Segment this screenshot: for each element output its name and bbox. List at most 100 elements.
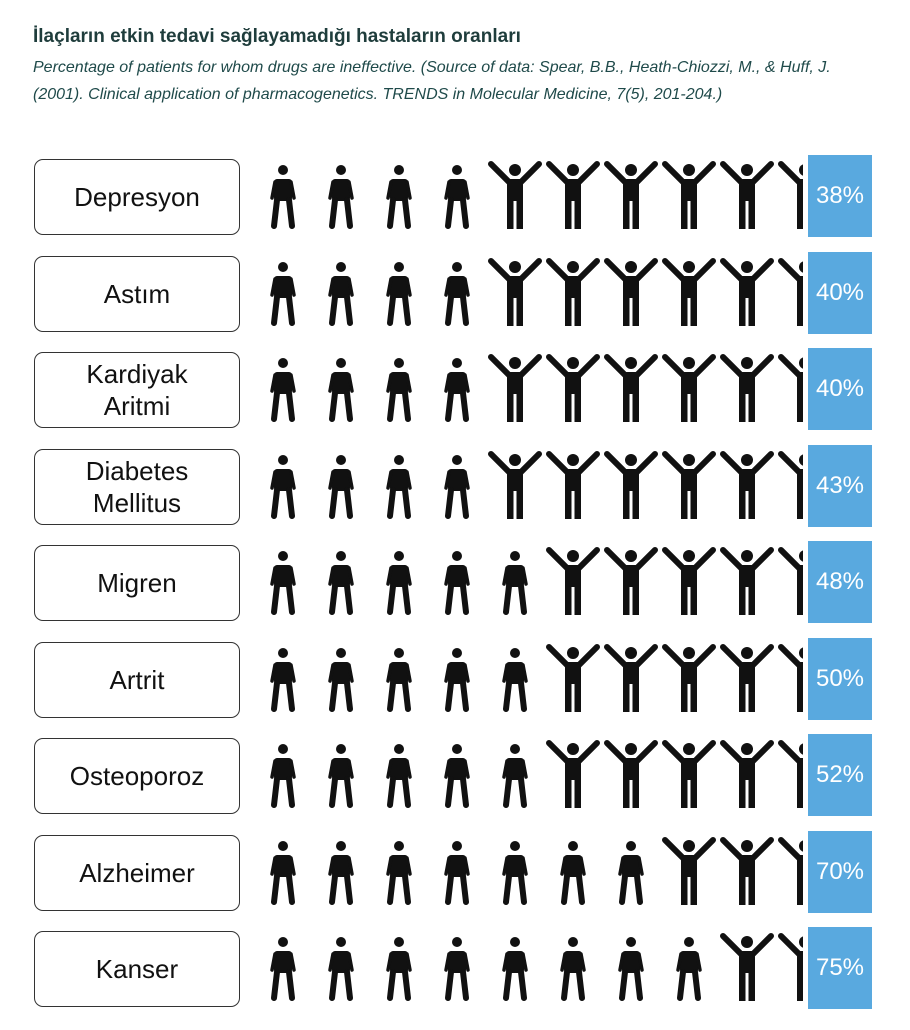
person-standing-icon: [328, 551, 354, 615]
person-standing-icon: [386, 647, 412, 712]
person-standing-icon: [270, 551, 296, 615]
icon-row: [270, 643, 803, 712]
person-standing-icon: [444, 840, 470, 905]
person-arms-raised-icon: [604, 161, 658, 229]
person-arms-raised-icon: [720, 836, 774, 905]
person-arms-raised-icon: [546, 547, 600, 615]
category-label: Depresyon: [34, 159, 240, 235]
person-arms-raised-icon: [662, 354, 716, 422]
person-standing-icon: [444, 261, 470, 326]
person-arms-raised-icon: [720, 354, 774, 422]
person-arms-raised-icon: [546, 354, 600, 422]
percent-badge: 52%: [808, 734, 872, 816]
person-standing-icon: [444, 551, 470, 615]
person-standing-icon: [270, 454, 296, 519]
person-standing-icon: [502, 647, 528, 712]
person-standing-icon: [502, 744, 528, 808]
person-standing-icon: [444, 744, 470, 808]
person-standing-icon: [328, 454, 354, 519]
person-arms-raised-icon: [662, 836, 716, 905]
person-standing-icon: [502, 551, 528, 615]
person-standing-icon: [560, 840, 586, 905]
person-arms-raised-icon: [720, 161, 774, 229]
person-standing-icon: [386, 551, 412, 615]
person-arms-raised-icon: [546, 643, 600, 712]
person-standing-icon: [328, 744, 354, 808]
icon-row: [270, 547, 803, 615]
percent-badge: 48%: [808, 541, 872, 623]
category-label: Diabetes Mellitus: [34, 448, 240, 525]
person-arms-raised-icon: [488, 257, 542, 326]
chart-row: Kanser 75%: [0, 927, 910, 1011]
percent-badge: 50%: [808, 637, 872, 720]
person-arms-raised-icon: [662, 547, 716, 615]
person-arms-raised-icon: [488, 354, 542, 422]
category-label: Artrit: [34, 641, 240, 718]
icon-row: [270, 354, 803, 422]
person-standing-icon: [328, 937, 354, 1001]
person-standing-icon: [444, 454, 470, 519]
person-arms-raised-icon: [604, 257, 658, 326]
percent-badge: 40%: [808, 348, 872, 430]
person-arms-raised-icon: [662, 740, 716, 808]
icon-row: [270, 450, 803, 519]
chart-row: Kardiyak Aritmi 40%: [0, 348, 910, 432]
person-arms-raised-icon: [662, 450, 716, 519]
person-standing-icon: [328, 261, 354, 326]
category-label: Osteoporoz: [34, 738, 240, 814]
person-standing-icon: [386, 165, 412, 229]
person-arms-raised-icon: [720, 547, 774, 615]
person-arms-raised-icon: [778, 547, 803, 615]
person-arms-raised-icon: [720, 740, 774, 808]
person-arms-raised-icon: [720, 643, 774, 712]
person-standing-icon: [270, 358, 296, 422]
person-arms-raised-icon: [720, 450, 774, 519]
person-standing-icon: [676, 937, 702, 1001]
person-standing-icon: [270, 647, 296, 712]
person-standing-icon: [328, 840, 354, 905]
chart-row: Astım 40%: [0, 251, 910, 336]
category-label: Astım: [34, 255, 240, 332]
icon-row: [270, 836, 803, 905]
person-arms-raised-icon: [778, 643, 803, 712]
icon-row: [270, 933, 803, 1001]
person-standing-icon: [328, 358, 354, 422]
person-arms-raised-icon: [778, 740, 803, 808]
person-standing-icon: [444, 937, 470, 1001]
person-arms-raised-icon: [546, 161, 600, 229]
person-standing-icon: [270, 165, 296, 229]
chart-row: Osteoporoz 52%: [0, 734, 910, 818]
percent-badge: 40%: [808, 251, 872, 334]
person-arms-raised-icon: [604, 450, 658, 519]
person-standing-icon: [270, 261, 296, 326]
person-standing-icon: [270, 840, 296, 905]
percent-badge: 70%: [808, 830, 872, 913]
person-arms-raised-icon: [778, 836, 803, 905]
person-arms-raised-icon: [604, 643, 658, 712]
person-arms-raised-icon: [778, 257, 803, 326]
category-label: Alzheimer: [34, 834, 240, 911]
person-arms-raised-icon: [546, 740, 600, 808]
person-standing-icon: [444, 358, 470, 422]
percent-badge: 75%: [808, 927, 872, 1009]
chart-subtitle: Percentage of patients for whom drugs ar…: [33, 59, 831, 103]
person-standing-icon: [270, 937, 296, 1001]
person-standing-icon: [386, 744, 412, 808]
person-standing-icon: [328, 647, 354, 712]
category-label: Migren: [34, 545, 240, 621]
person-standing-icon: [618, 840, 644, 905]
person-standing-icon: [386, 261, 412, 326]
chart-title: İlaçların etkin tedavi sağlayamadığı has…: [33, 26, 521, 47]
person-arms-raised-icon: [546, 450, 600, 519]
percent-badge: 38%: [808, 155, 872, 237]
person-arms-raised-icon: [662, 643, 716, 712]
percent-badge: 43%: [808, 444, 872, 527]
person-arms-raised-icon: [488, 161, 542, 229]
person-arms-raised-icon: [778, 161, 803, 229]
chart-row: Artrit 50%: [0, 637, 910, 722]
person-arms-raised-icon: [604, 354, 658, 422]
person-arms-raised-icon: [488, 450, 542, 519]
person-arms-raised-icon: [720, 933, 774, 1001]
category-label: Kardiyak Aritmi: [34, 352, 240, 428]
person-arms-raised-icon: [546, 257, 600, 326]
